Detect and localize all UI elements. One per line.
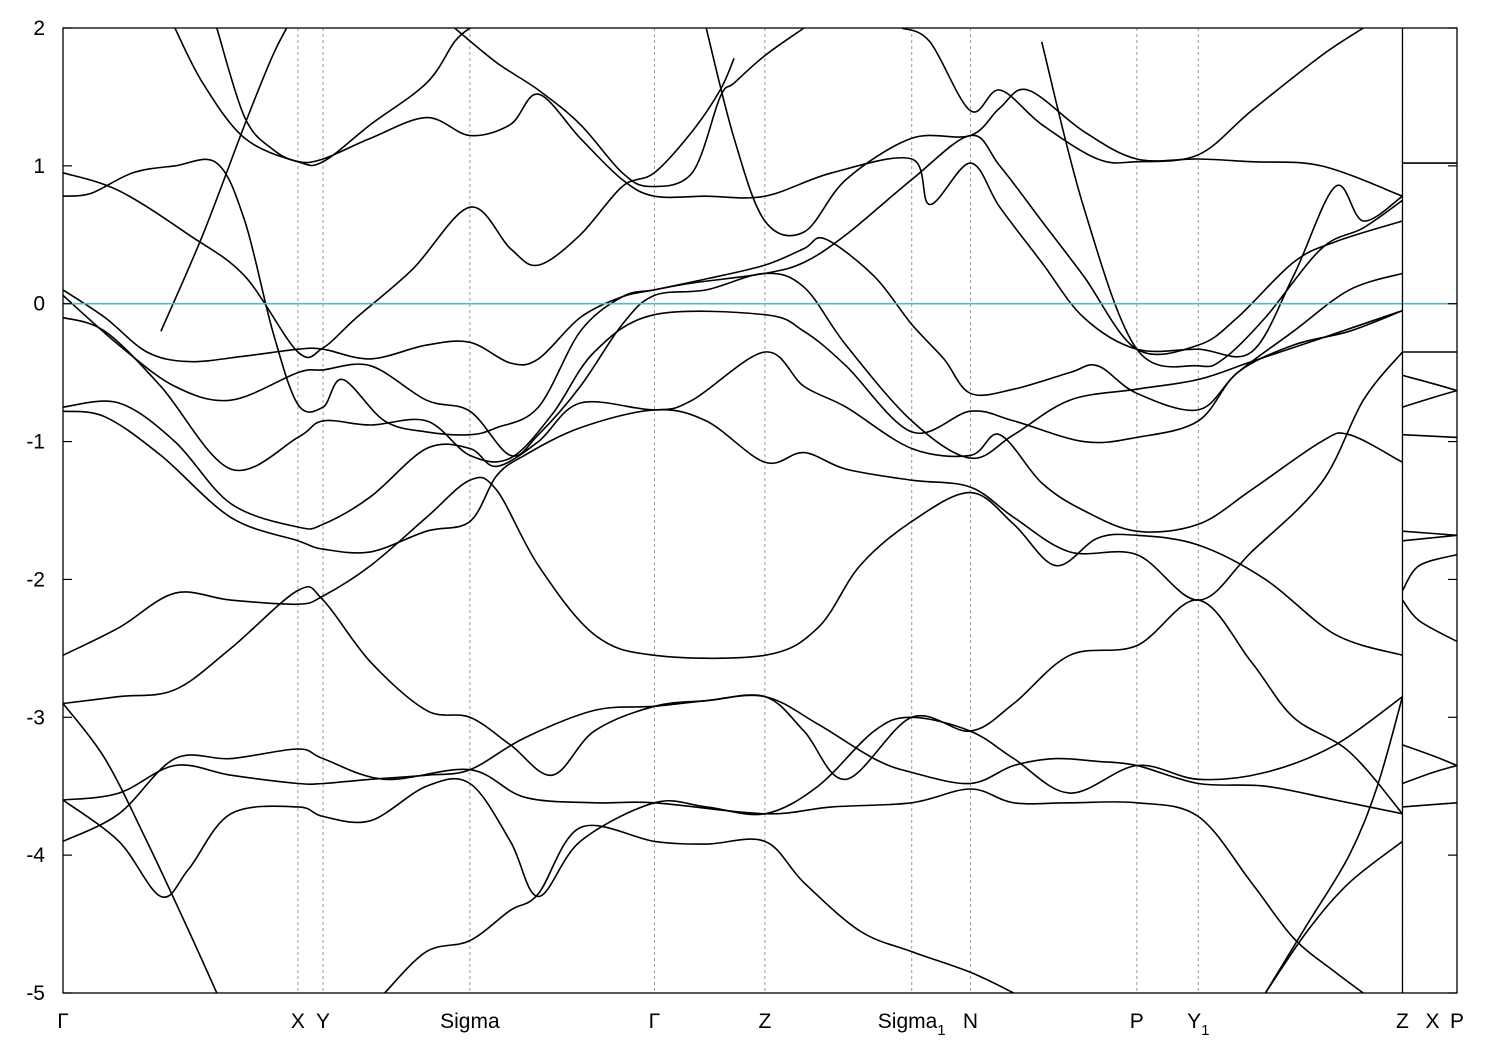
x-tick-label-10: Z [1396, 1010, 1409, 1033]
band-31 [1401, 599, 1457, 643]
band-9 [63, 703, 218, 993]
x-tick-label-5: Z [758, 1010, 771, 1033]
x-tick-label-4: Γ [649, 1010, 661, 1033]
band-21 [1264, 696, 1404, 993]
band-2 [63, 237, 1403, 412]
band-20 [1040, 41, 1403, 368]
band-15 [174, 28, 471, 167]
band-7 [63, 476, 1403, 660]
band-0 [63, 57, 735, 359]
x-tick-label-8: P [1130, 1010, 1144, 1033]
band-4 [63, 309, 1403, 472]
band-18 [705, 28, 1403, 237]
x-tick-label-12: P [1450, 1010, 1464, 1033]
y-tick-label: 1 [33, 155, 45, 178]
y-axis: 2 1 0 -1 -2 -3 -4 -5 [26, 17, 1457, 1005]
band-30 [1401, 553, 1457, 591]
band-25 [1402, 374, 1457, 392]
y-tick-label: 0 [33, 293, 45, 316]
band-11 [63, 695, 1403, 898]
band-26 [1402, 389, 1457, 408]
band-17 [453, 28, 805, 188]
x-tick-label-3: Sigma [440, 1010, 500, 1033]
y-tick-label: -3 [26, 706, 45, 729]
band-29 [1402, 534, 1457, 542]
band-lines [63, 28, 1457, 993]
high-symmetry-gridlines [297, 28, 1403, 993]
x-tick-label-2: Y [316, 1010, 330, 1033]
band-19 [901, 28, 1364, 164]
x-tick-label-0: Γ [57, 1010, 69, 1033]
band-32 [1402, 744, 1457, 767]
band-1 [63, 134, 1403, 436]
x-tick-label-11: X [1425, 1010, 1439, 1033]
band-34 [1402, 802, 1457, 808]
x-tick-label-7: N [963, 1010, 978, 1033]
y-tick-label: 2 [33, 17, 45, 40]
y-tick-label: -2 [26, 568, 45, 591]
band-12 [63, 748, 1364, 993]
y-tick-label: -5 [26, 982, 45, 1005]
x-tick-label-9: Y1 [1187, 1010, 1209, 1039]
x-tick-label-6: Sigma1 [878, 1010, 946, 1039]
band-13 [384, 824, 1015, 993]
band-10 [63, 694, 1403, 815]
band-3 [63, 272, 1403, 459]
band-5 [63, 351, 1403, 533]
y-tick-label: -1 [26, 431, 45, 454]
band-28 [1402, 530, 1457, 537]
x-tick-label-1: X [291, 1010, 305, 1033]
y-tick-label: -4 [26, 844, 45, 867]
band-16 [216, 28, 1403, 358]
band-33 [1402, 764, 1457, 785]
x-axis: Γ X Y Sigma Γ Z Sigma1 N P Y1 Z X P [57, 1010, 1464, 1039]
band-14 [160, 28, 288, 332]
band-27 [1402, 433, 1457, 439]
band-22 [1264, 840, 1403, 993]
plot-frame [62, 27, 1458, 994]
